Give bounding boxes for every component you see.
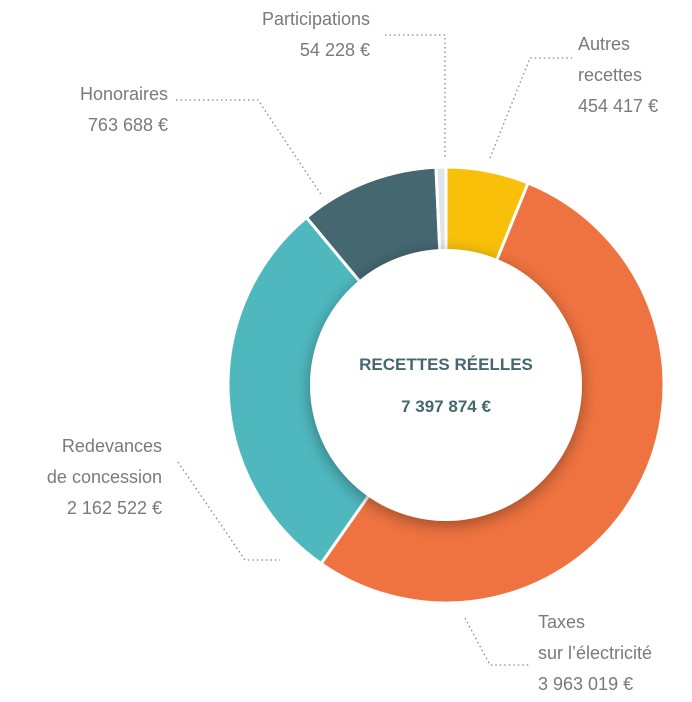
slice-label: recettes bbox=[578, 65, 642, 85]
slice-label: Autres bbox=[578, 34, 630, 54]
slice-label: Honoraires bbox=[80, 84, 168, 104]
value-label: 54 228 € bbox=[300, 40, 370, 60]
center-title: RECETTES RÉELLES bbox=[359, 355, 533, 374]
slice-label: sur l’électricité bbox=[538, 643, 652, 663]
center-disc bbox=[310, 249, 582, 521]
slice-label: Participations bbox=[262, 9, 370, 29]
value-label: 3 963 019 € bbox=[538, 674, 633, 694]
leader-line bbox=[176, 99, 323, 197]
value-label: 454 417 € bbox=[578, 96, 658, 116]
slice-label: Redevances bbox=[62, 436, 162, 456]
value-label: 763 688 € bbox=[88, 115, 168, 135]
value-label: 2 162 522 € bbox=[67, 498, 162, 518]
leader-line bbox=[464, 617, 530, 666]
leader-line bbox=[385, 34, 446, 158]
slice-label: de concession bbox=[47, 467, 162, 487]
leader-line bbox=[489, 57, 572, 159]
slice-label: Taxes bbox=[538, 612, 585, 632]
center-value: 7 397 874 € bbox=[401, 397, 491, 416]
